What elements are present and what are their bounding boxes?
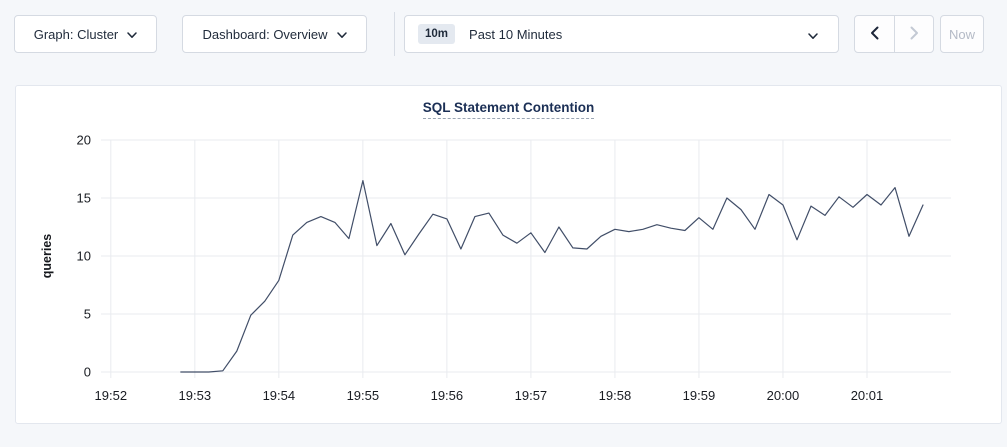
svg-text:20:01: 20:01	[851, 388, 884, 403]
chevron-down-icon	[127, 31, 138, 39]
toolbar: Graph: Cluster Dashboard: Overview 10m P…	[0, 12, 1007, 56]
graph-dropdown-label: Graph: Cluster	[33, 26, 119, 42]
chevron-down-icon	[808, 33, 818, 40]
time-step-buttons	[854, 15, 934, 53]
svg-text:19:55: 19:55	[347, 388, 380, 403]
chevron-down-icon	[336, 31, 347, 39]
sql-contention-chart[interactable]: 0 5 10 15 20 19:52 19:53 19:54 19:55 19:56 19:57 19…	[16, 86, 1003, 425]
svg-text:20:00: 20:00	[767, 388, 800, 403]
prev-time-button[interactable]	[855, 16, 894, 52]
chevron-left-icon	[870, 26, 879, 43]
chart-title[interactable]: SQL Statement Contention	[422, 100, 595, 119]
chevron-right-icon	[910, 26, 919, 43]
svg-text:0: 0	[84, 365, 91, 380]
svg-text:19:59: 19:59	[683, 388, 716, 403]
svg-text:15: 15	[77, 191, 91, 206]
time-range-selector[interactable]: 10m Past 10 Minutes	[404, 15, 839, 53]
next-time-button[interactable]	[894, 16, 933, 52]
chart-card: SQL Statement Contention 0 5 10 15 20 19:52 19…	[15, 85, 1002, 424]
now-button[interactable]: Now	[940, 15, 984, 53]
svg-text:5: 5	[84, 307, 91, 322]
svg-text:19:54: 19:54	[263, 388, 296, 403]
svg-text:queries: queries	[40, 234, 54, 279]
time-range-label: Past 10 Minutes	[469, 26, 563, 42]
time-range-badge: 10m	[418, 24, 456, 44]
svg-text:19:58: 19:58	[599, 388, 632, 403]
dashboard-dropdown-label: Dashboard: Overview	[202, 26, 328, 42]
svg-text:19:52: 19:52	[95, 388, 128, 403]
svg-text:19:57: 19:57	[515, 388, 548, 403]
graph-dropdown[interactable]: Graph: Cluster	[14, 15, 157, 53]
chart-title-row: SQL Statement Contention	[16, 99, 1001, 119]
dashboard-dropdown[interactable]: Dashboard: Overview	[182, 15, 367, 53]
toolbar-divider	[394, 12, 395, 56]
svg-text:19:53: 19:53	[179, 388, 212, 403]
svg-text:10: 10	[77, 249, 91, 264]
svg-text:19:56: 19:56	[431, 388, 464, 403]
svg-text:20: 20	[77, 133, 91, 148]
